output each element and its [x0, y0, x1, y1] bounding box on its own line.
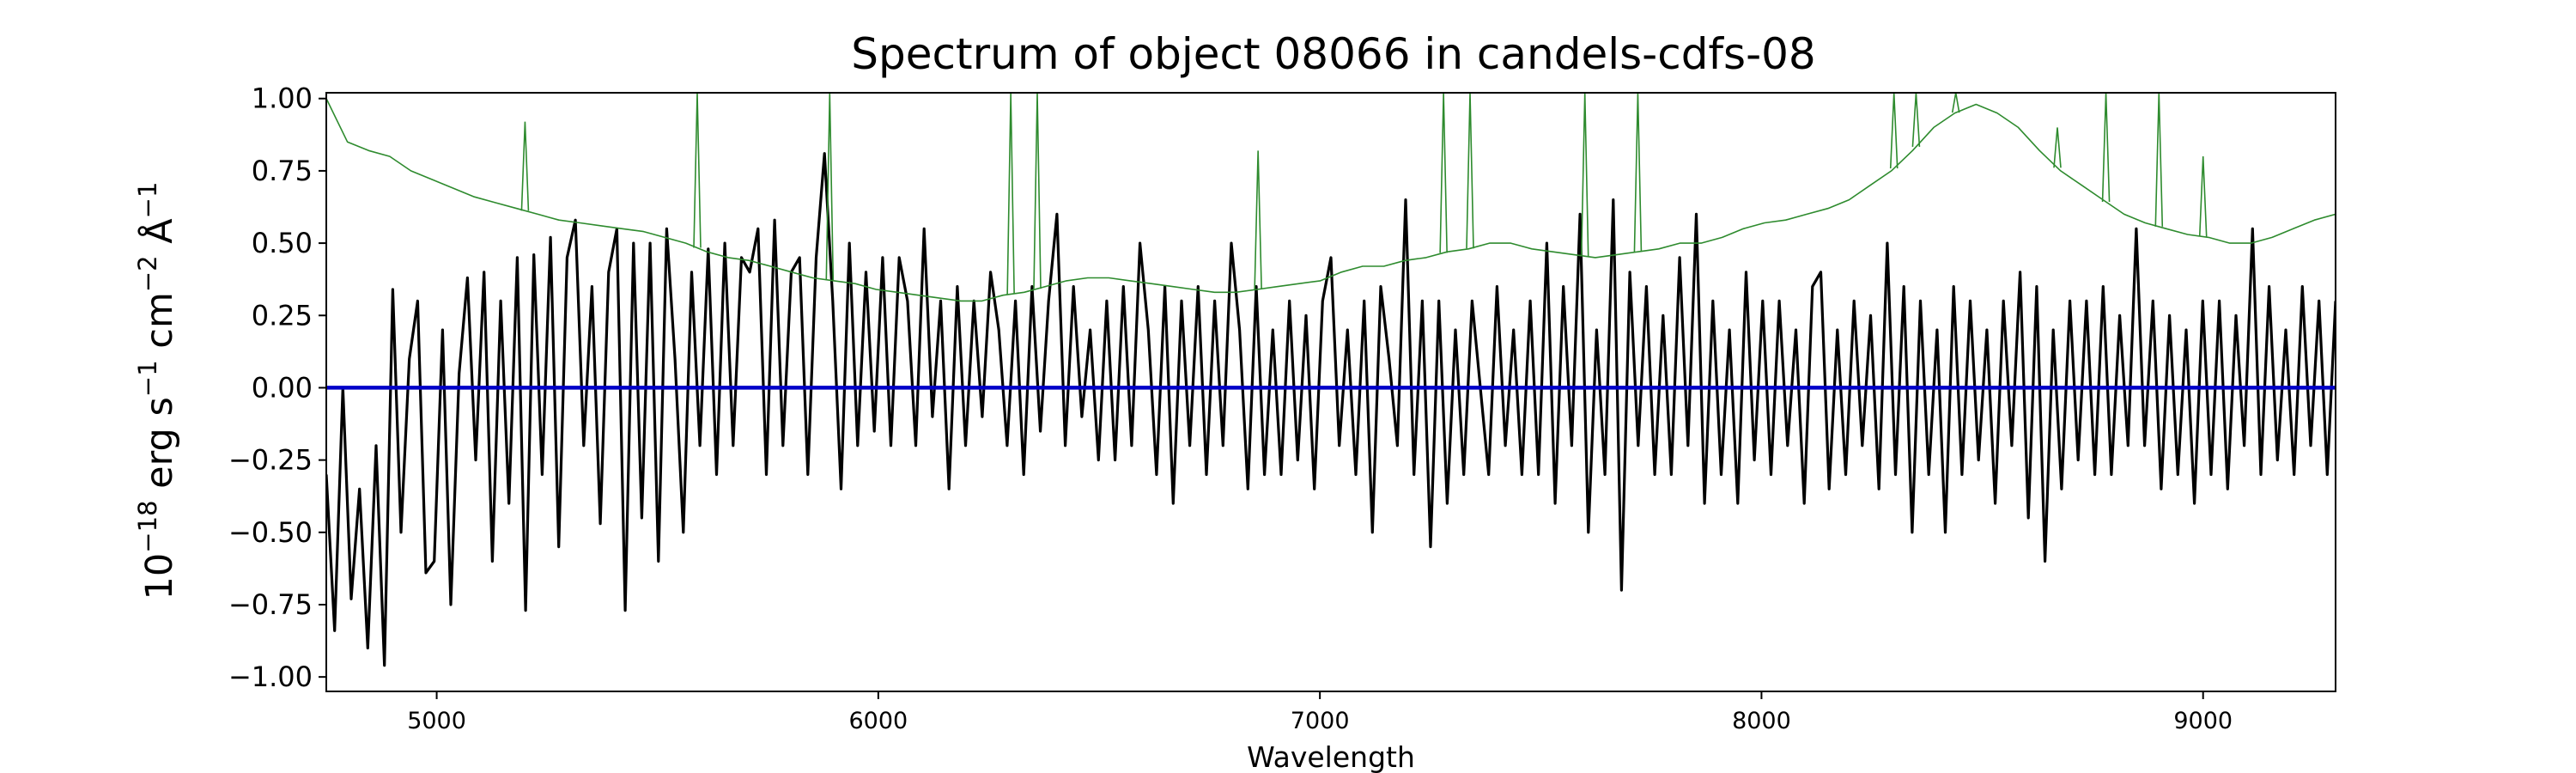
chart-title: Spectrum of object 08066 in candels-cdfs… [851, 29, 1816, 79]
y-axis-label-mid3: Å [137, 218, 181, 256]
plot-area [326, 93, 2336, 667]
y-tick-label: −1.00 [228, 660, 313, 693]
x-axis-label: Wavelength [1247, 740, 1415, 773]
error-spike [1951, 93, 1960, 113]
axes-frame [325, 92, 2336, 692]
axis-ticks: 5000 6000 7000 8000 9000 1.00 0.75 0.50 0.25 0.00… [228, 82, 2233, 734]
error-spike [825, 93, 835, 281]
error-spike [1254, 150, 1262, 289]
error-spike [2198, 156, 2208, 237]
x-tick-label: 9000 [2173, 708, 2233, 734]
error-spike [1439, 93, 1448, 253]
y-axis-label-mid2: cm [138, 292, 181, 360]
y-tick-label: 0.25 [252, 299, 313, 332]
error-spike [1580, 93, 1589, 257]
y-tick-label: −0.50 [228, 516, 313, 549]
error-spike [520, 121, 530, 211]
y-axis-label-prefix: 10 [138, 553, 181, 600]
y-axis-label: 10−18 erg s−1 cm−2 Å−1 [133, 182, 181, 600]
x-tick-label: 5000 [407, 708, 466, 734]
y-tick-label: 0.75 [252, 155, 313, 187]
y-axis-label-exp1: −18 [133, 501, 162, 553]
y-axis-label-exp3: −2 [133, 255, 162, 292]
error-spike [2101, 93, 2111, 203]
x-tick-label: 6000 [848, 708, 908, 734]
error-spike [1033, 93, 1042, 289]
error-spike [2053, 127, 2062, 168]
error-spike [1633, 93, 1643, 253]
error-spike [1889, 93, 1899, 169]
error-series-line [326, 98, 2336, 302]
y-tick-label: −0.75 [228, 588, 313, 621]
y-tick-label: 1.00 [252, 82, 313, 115]
y-tick-label: 0.00 [252, 371, 313, 404]
error-spike [1911, 93, 1921, 147]
error-spike [1006, 93, 1015, 295]
error-spike [1466, 93, 1474, 249]
x-tick-label: 7000 [1291, 708, 1350, 734]
x-tick-label: 8000 [1732, 708, 1791, 734]
y-axis-label-mid1: erg s [138, 397, 181, 500]
series-group [326, 93, 2336, 667]
y-tick-label: −0.25 [228, 444, 313, 477]
error-spike [693, 93, 702, 248]
y-axis-label-exp4: −1 [133, 182, 162, 219]
y-axis-label-exp2: −1 [133, 360, 162, 397]
flux-series-line [326, 152, 2336, 667]
y-tick-label: 0.50 [252, 227, 313, 259]
error-spike [2154, 93, 2164, 227]
